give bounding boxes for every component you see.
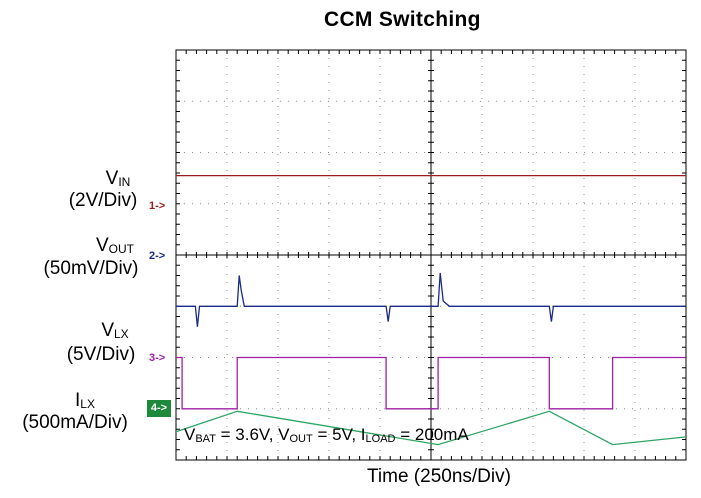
traces (175, 174, 687, 446)
channel-marker-3: 3-> (149, 352, 166, 364)
channel-scale-vout: (50mV/Div) (43, 258, 139, 279)
cond-vbat-sub: BAT (195, 433, 216, 445)
test-conditions: VBAT = 3.6V, VOUT = 5V, ILOAD = 200mA (184, 425, 469, 445)
grid (175, 49, 687, 461)
vlx-sub: LX (114, 327, 129, 341)
channel-label-vlx: VLX (85, 320, 145, 345)
vlx-main: V (101, 320, 114, 341)
vin-sub: IN (118, 175, 131, 189)
vin-main: V (105, 168, 119, 189)
cond-iload-value: = 200mA (395, 425, 469, 444)
vout-sub: OUT (108, 242, 135, 256)
cond-vout-sub: OUT (289, 433, 313, 445)
ilx-sub: LX (80, 397, 95, 411)
trace-vout (176, 272, 686, 327)
trace-ilx (175, 410, 687, 446)
channel-label-vout: VOUT (80, 235, 150, 260)
channel-marker-2: 2-> (149, 250, 166, 262)
channel-scale-vlx: (5V/Div) (66, 344, 136, 365)
cond-vbat-value: = 3.6V, V (215, 425, 290, 444)
ilx-main: I (75, 390, 81, 411)
chart-title: CCM Switching (324, 8, 481, 31)
channel-marker-1: 1-> (149, 200, 166, 212)
vout-main: V (95, 235, 109, 256)
cond-vbat-main: V (184, 425, 196, 444)
x-axis-label: Time (250ns/Div) (367, 466, 511, 487)
channel-label-ilx: ILX (55, 390, 115, 415)
channel-scale-ilx: (500mA/Div) (22, 412, 128, 433)
cond-vout-value: = 5V, I (312, 425, 366, 444)
channel-marker-4: 4-> (147, 400, 171, 417)
cond-iload-sub: LOAD (365, 433, 396, 445)
channel-scale-vin: (2V/Div) (68, 190, 138, 211)
channel-label-vin: VIN (88, 168, 148, 193)
trace-vlx (176, 356, 686, 410)
